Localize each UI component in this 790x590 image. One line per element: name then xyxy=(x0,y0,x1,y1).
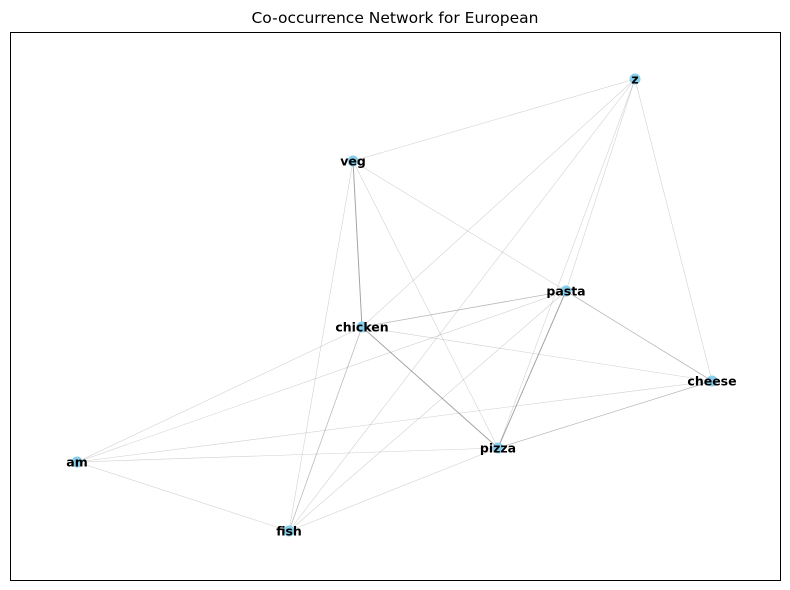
edge-pasta-pizza xyxy=(497,290,567,449)
edge-z-pizza xyxy=(497,78,636,449)
edge-pasta-am xyxy=(76,290,567,463)
node-chicken xyxy=(356,321,368,333)
node-label-pizza: pizza xyxy=(480,441,516,456)
edge-pizza-cheese xyxy=(497,380,713,449)
edge-chicken-cheese xyxy=(361,326,713,382)
node-label-pasta: pasta xyxy=(546,284,585,299)
node-label-cheese: cheese xyxy=(687,374,736,389)
node-label-fish: fish xyxy=(276,524,302,539)
node-fish xyxy=(283,525,295,537)
edge-chicken-am xyxy=(76,326,363,463)
edge-z-veg xyxy=(352,78,636,162)
node-label-z: z xyxy=(631,72,638,87)
node-veg xyxy=(347,155,359,167)
edge-z-cheese xyxy=(634,78,713,382)
edge-pizza-fish xyxy=(288,447,499,532)
edge-chicken-pizza xyxy=(361,326,499,449)
edges-layer xyxy=(76,78,713,532)
edge-chicken-pasta xyxy=(361,290,567,328)
edge-veg-pasta xyxy=(352,160,567,292)
node-cheese xyxy=(706,375,718,387)
node-am xyxy=(71,456,83,468)
labels-layer: z veg pasta chicken cheese pizza am fish xyxy=(66,72,736,539)
edge-veg-pizza xyxy=(352,160,499,449)
edge-z-pasta xyxy=(565,78,636,292)
edge-z-chicken xyxy=(361,78,636,328)
node-label-chicken: chicken xyxy=(335,320,388,335)
node-pizza xyxy=(492,442,504,454)
edge-veg-chicken xyxy=(352,160,363,328)
edge-cheese-am xyxy=(76,380,713,463)
node-label-veg: veg xyxy=(340,154,366,169)
edge-chicken-fish xyxy=(288,326,363,532)
edge-pasta-cheese xyxy=(565,290,713,382)
edge-veg-fish xyxy=(288,160,354,532)
plot-frame xyxy=(10,32,781,581)
edge-z-fish xyxy=(288,78,636,532)
node-label-am: am xyxy=(66,455,87,470)
chart-title: Co-occurrence Network for European xyxy=(251,9,538,27)
edge-am-fish xyxy=(76,461,290,532)
node-pasta xyxy=(560,285,572,297)
nodes-layer xyxy=(71,73,718,537)
edge-pasta-fish xyxy=(288,290,567,532)
edge-pizza-am xyxy=(76,447,499,463)
node-z xyxy=(629,73,641,85)
